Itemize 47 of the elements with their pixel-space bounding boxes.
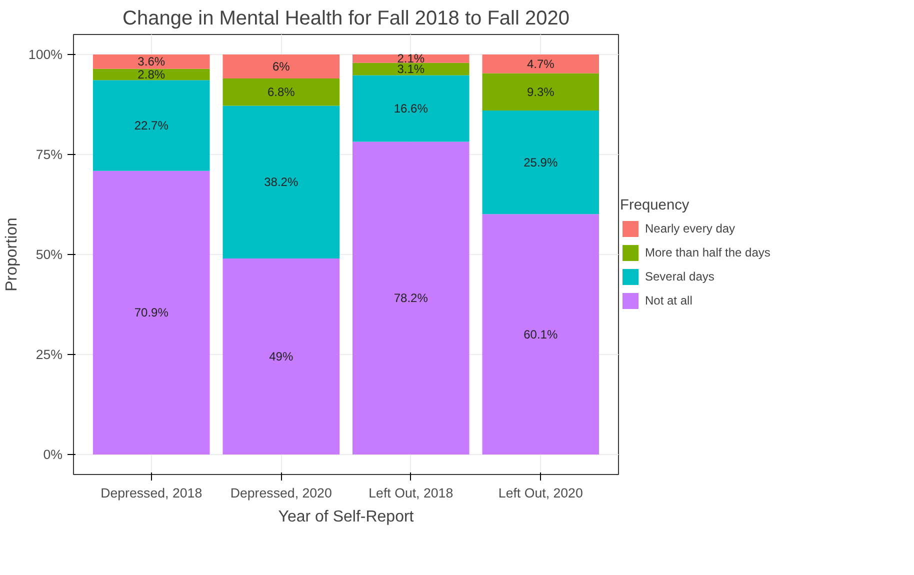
y-tick-label: 0% [43, 447, 63, 462]
y-tick-label: 50% [36, 247, 63, 262]
y-tick-label: 75% [36, 147, 63, 162]
bar [352, 75, 470, 142]
bar [92, 68, 210, 80]
bar [482, 73, 600, 110]
y-axis-title: Proportion [3, 218, 20, 292]
x-axis-title: Year of Self-Report [278, 508, 414, 526]
bar [352, 62, 470, 76]
data-label: 25.9% [524, 155, 558, 170]
legend-label: Not at all [645, 294, 692, 308]
bar [92, 170, 210, 454]
bar [92, 80, 210, 171]
y-tick-label: 100% [28, 47, 63, 62]
data-label: 16.6% [394, 102, 428, 116]
bar [482, 54, 600, 74]
data-label: 60.1% [524, 327, 558, 342]
data-label: 9.3% [526, 84, 555, 99]
bar [222, 106, 340, 258]
bar [222, 54, 340, 78]
legend-label: Nearly every day [645, 222, 736, 236]
x-tick-label: Left Out, 2018 [368, 486, 454, 500]
bar [352, 54, 470, 63]
bar [222, 78, 340, 106]
legend-label: Several days [645, 270, 714, 284]
data-label: 6% [272, 60, 290, 74]
y-tick-label: 25% [36, 347, 63, 362]
data-label: 78.2% [394, 291, 428, 306]
data-label: 38.2% [264, 175, 298, 190]
legend-label: More than half the days [645, 246, 770, 260]
data-label: 22.7% [134, 118, 169, 132]
bar [352, 142, 470, 454]
x-tick-label: Left Out, 2020 [498, 486, 583, 500]
data-label: 2.8% [138, 68, 166, 82]
legend-title: Frequency [620, 198, 690, 214]
chart-title: Change in Mental Health for Fall 2018 to Fall 2020 [122, 8, 570, 30]
bar [92, 54, 210, 69]
data-label: 4.7% [526, 56, 555, 71]
bar [482, 110, 600, 214]
bar [482, 214, 600, 454]
data-label: 3.6% [138, 54, 166, 69]
data-label: 49% [269, 350, 294, 364]
data-label: 70.9% [134, 306, 169, 320]
bar [222, 258, 340, 454]
x-tick-label: Depressed, 2018 [100, 486, 202, 500]
data-label: 6.8% [267, 85, 296, 100]
x-tick-label: Depressed, 2020 [230, 486, 332, 500]
